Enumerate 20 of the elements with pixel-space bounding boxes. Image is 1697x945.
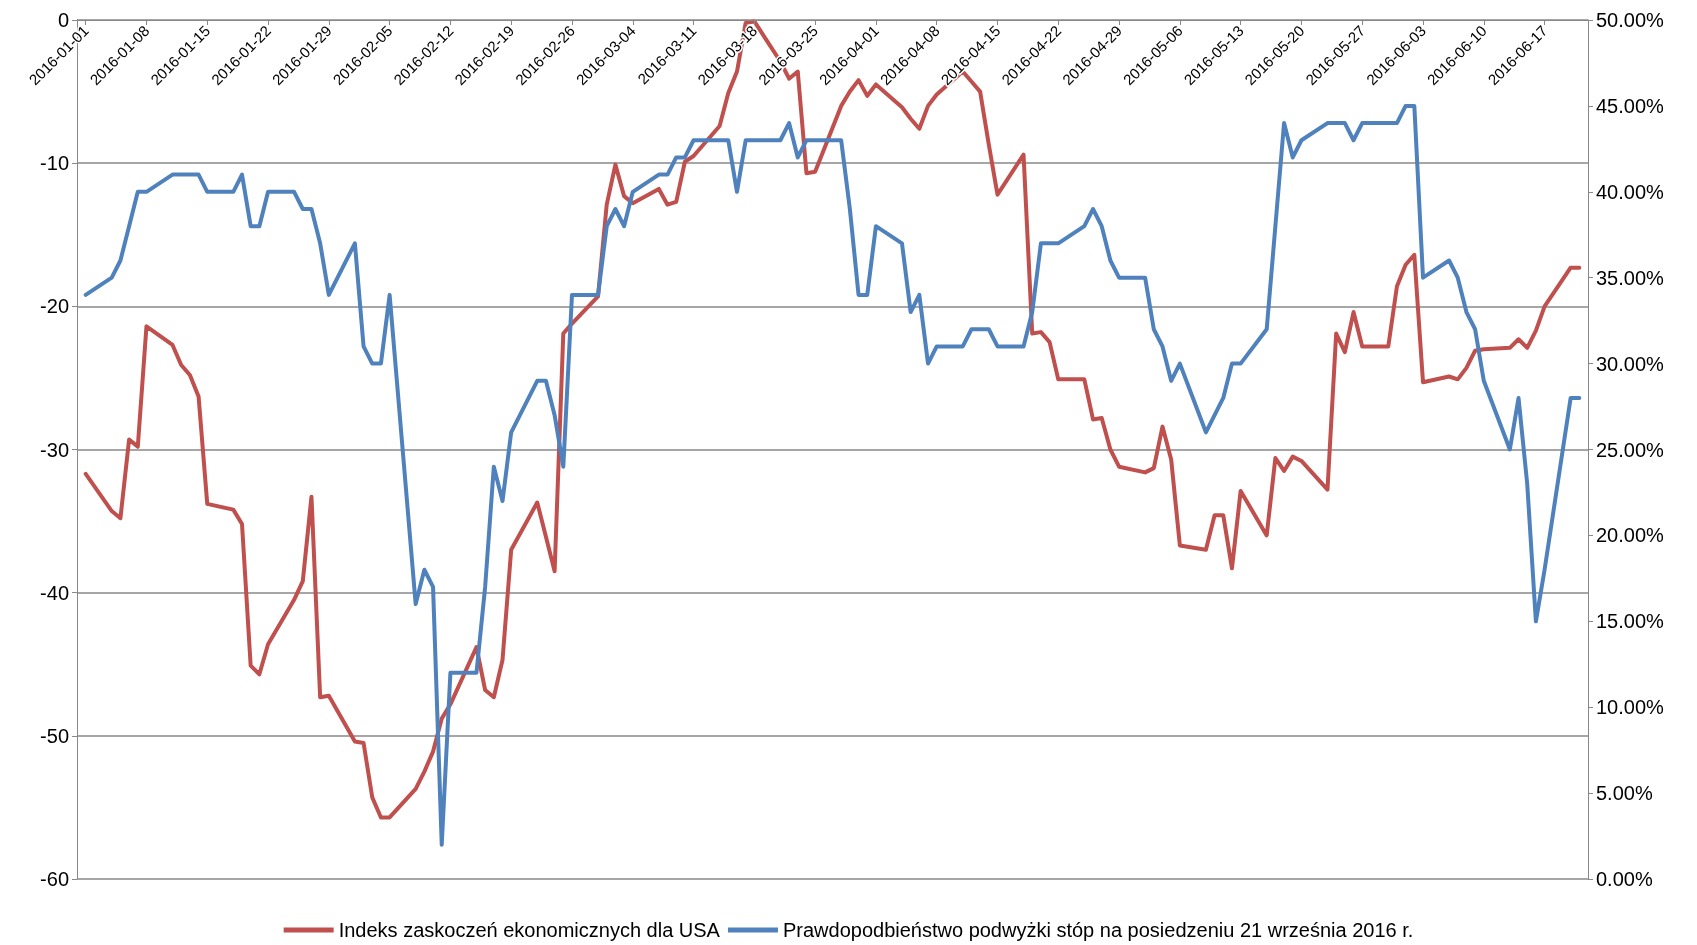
y-tick-label: -50: [40, 724, 69, 747]
y2-tick-label: 35.00%: [1596, 266, 1665, 289]
y2-tick-label: 45.00%: [1596, 94, 1665, 117]
y2-tick-label: 25.00%: [1596, 438, 1665, 461]
y2-tick-label: 5.00%: [1596, 782, 1653, 805]
y-tick-label: -30: [40, 438, 69, 461]
y2-tick-label: 10.00%: [1596, 696, 1665, 719]
legend-label: Indeks zaskoczeń ekonomicznych dla USA: [338, 919, 721, 941]
y2-tick-label: 0.00%: [1596, 868, 1653, 890]
y-tick-label: 0: [57, 9, 69, 31]
y2-tick-label: 50.00%: [1596, 9, 1665, 31]
y2-tick-label: 15.00%: [1596, 610, 1665, 633]
y-tick-label: -10: [40, 152, 69, 175]
y2-tick-label: 20.00%: [1596, 524, 1665, 547]
legend-label: Prawdopodbieństwo podwyżki stóp na posiedzeniu 21 września 2016 r.: [782, 919, 1414, 941]
y-tick-label: -60: [40, 868, 69, 890]
y-tick-label: -40: [40, 581, 69, 604]
y-tick-label: -20: [40, 295, 69, 318]
y2-tick-label: 30.00%: [1596, 352, 1665, 375]
y2-tick-label: 40.00%: [1596, 180, 1665, 203]
